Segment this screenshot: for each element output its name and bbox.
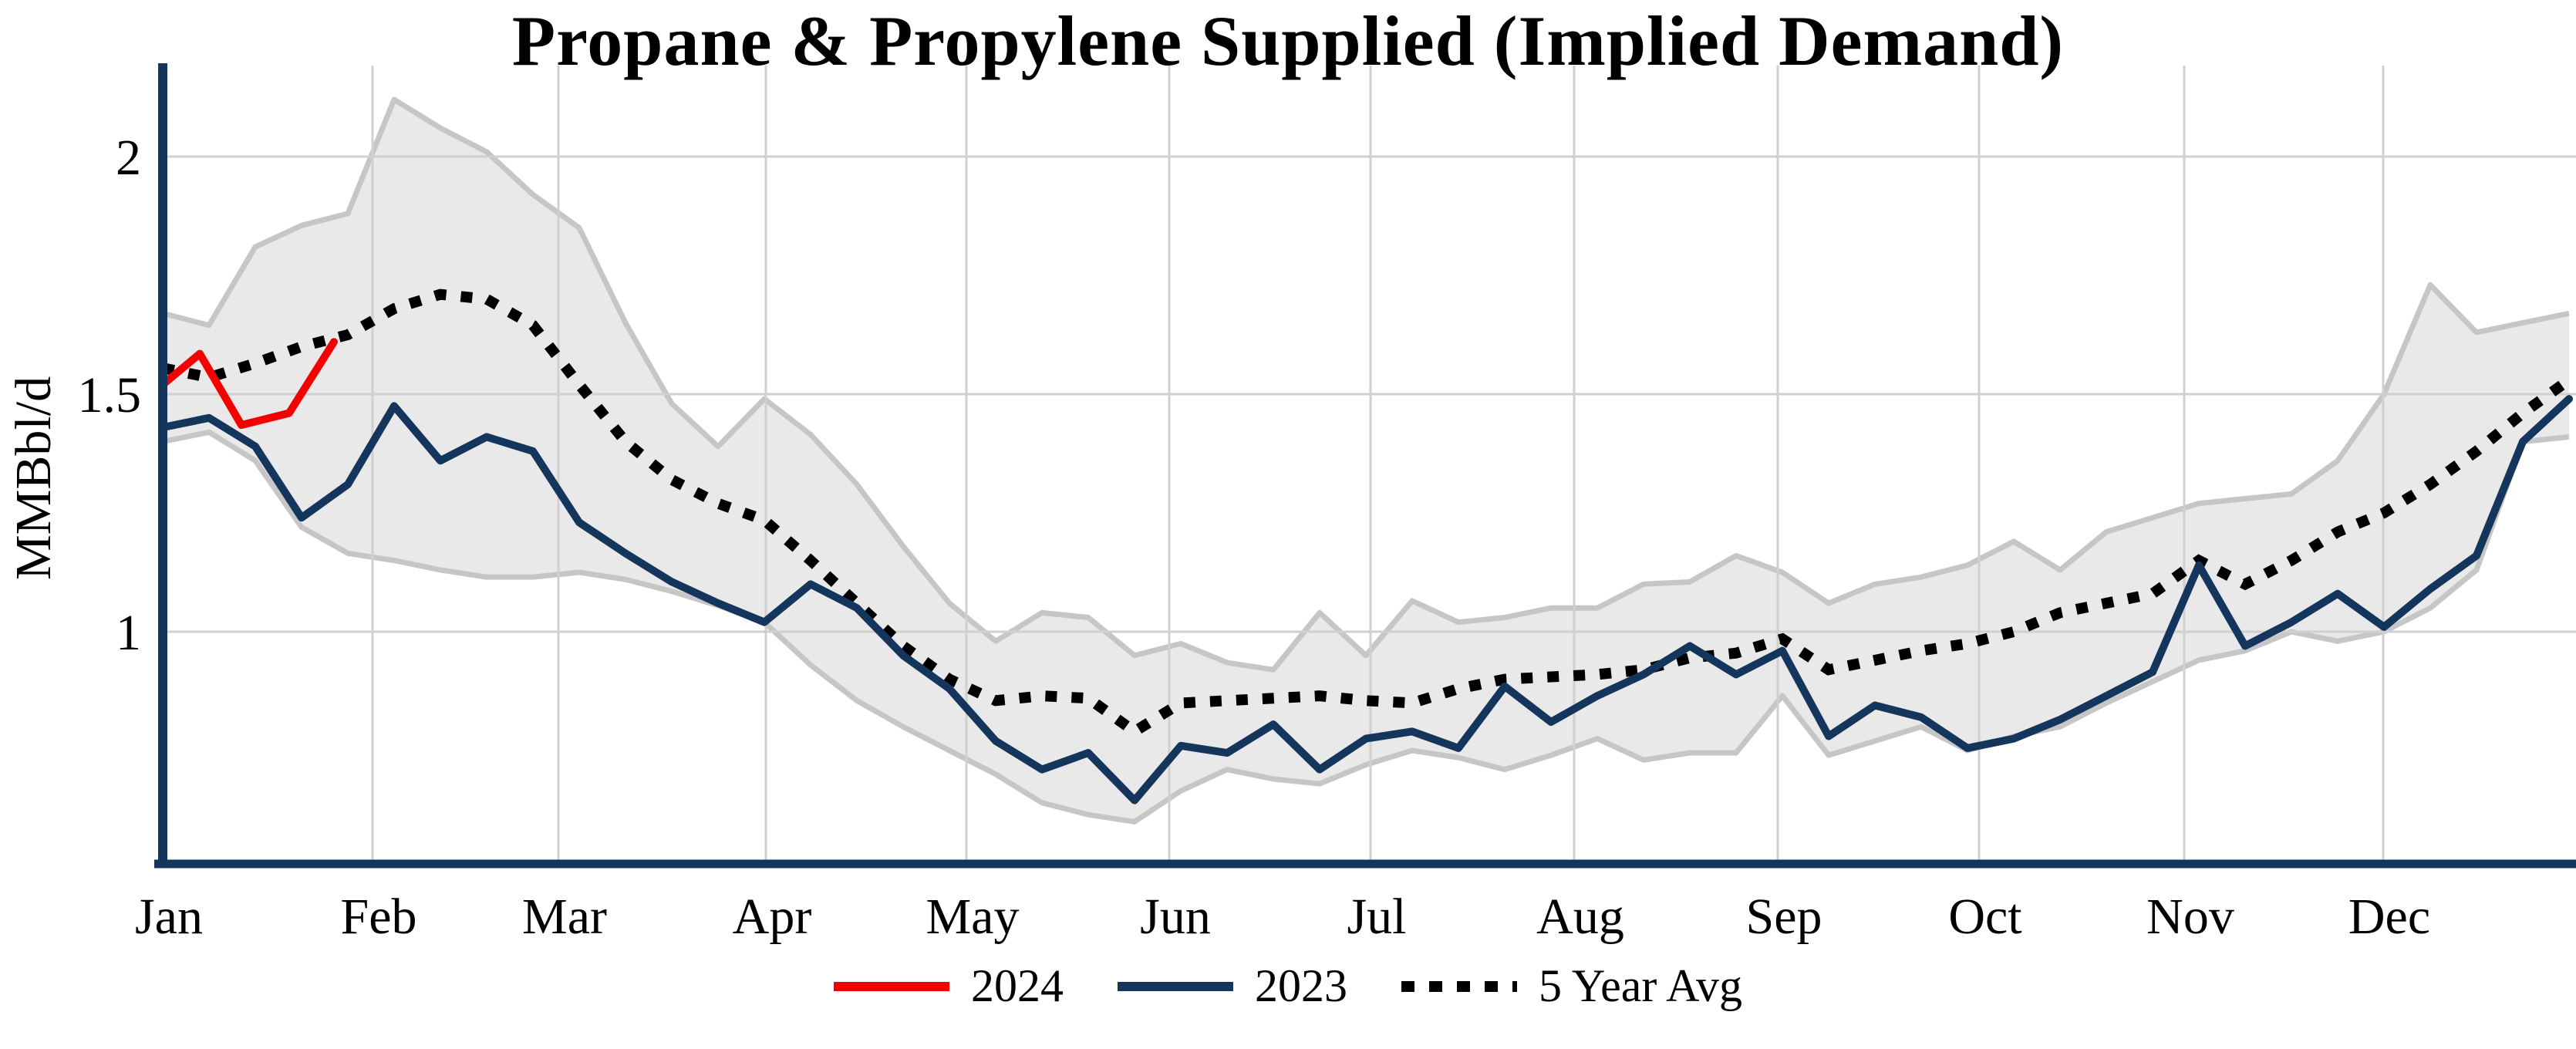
legend-label-2023: 2023 — [1255, 960, 1348, 1011]
legend-item-2024: 2024 — [834, 960, 1064, 1013]
x-tick-label-Nov: Nov — [2146, 889, 2234, 945]
band-upper-edge — [162, 96, 2570, 673]
x-tick-label-Sep: Sep — [1746, 889, 1822, 945]
chart-title: Propane & Propylene Supplied (Implied De… — [511, 2, 2065, 80]
x-tick-label-Oct: Oct — [1948, 889, 2021, 945]
x-tick-label-Jul: Jul — [1347, 889, 1406, 945]
line-2024 — [159, 338, 338, 430]
x-tick-label-Jun: Jun — [1140, 889, 1211, 945]
legend: 2024 2023 5 Year Avg — [0, 960, 2576, 1013]
x-tick-label-Mar: Mar — [522, 889, 607, 945]
y-tick-label-2: 2 — [116, 130, 141, 186]
x-tick-label-Dec: Dec — [2348, 889, 2430, 945]
legend-label-5yr-avg: 5 Year Avg — [1539, 960, 1742, 1011]
2024-line-swatch — [834, 981, 950, 991]
x-tick-label-May: May — [926, 889, 1020, 945]
y-tick-label-1: 1 — [116, 605, 141, 661]
x-tick-label-Jan: Jan — [135, 889, 203, 945]
band-lower-edge — [162, 429, 2570, 825]
legend-item-5yr-avg: 5 Year Avg — [1401, 960, 1742, 1013]
5yr-avg-line-swatch — [1401, 980, 1518, 992]
x-tick-label-Apr: Apr — [733, 889, 812, 945]
legend-item-2023: 2023 — [1118, 960, 1347, 1013]
y-tick-label-1.5: 1.5 — [78, 367, 142, 423]
x-tick-label-Aug: Aug — [1536, 889, 1624, 945]
x-tick-label-Feb: Feb — [341, 889, 417, 945]
legend-label-2024: 2024 — [971, 960, 1064, 1011]
2023-line-swatch — [1118, 981, 1234, 991]
line-2023 — [159, 395, 2573, 804]
five-year-range-band — [163, 100, 2569, 822]
